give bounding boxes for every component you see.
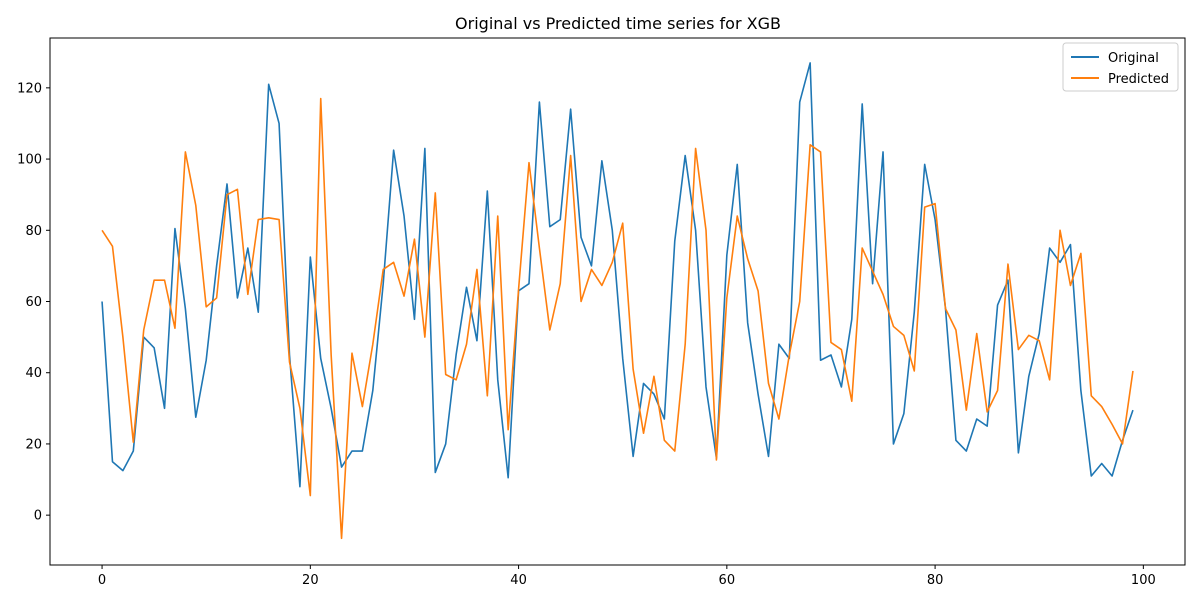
series-line-original <box>101 62 1134 488</box>
x-axis: 0 20 40 60 80 100 <box>98 565 1156 588</box>
plot-lines <box>101 62 1134 540</box>
y-tick-label: 120 <box>17 81 42 96</box>
x-tick-label: 60 <box>719 573 736 588</box>
y-tick-label: 0 <box>34 509 42 524</box>
x-tick-label: 80 <box>927 573 944 588</box>
y-axis: 0 20 40 60 80 100 120 <box>17 81 50 524</box>
y-tick-label: 60 <box>25 295 42 310</box>
x-tick-label: 100 <box>1131 573 1156 588</box>
chart-title: Original vs Predicted time series for XG… <box>455 14 781 33</box>
series-line-predicted <box>101 97 1134 540</box>
legend-label-predicted: Predicted <box>1108 72 1169 87</box>
legend: Original Predicted <box>1062 42 1179 92</box>
x-tick-label: 20 <box>302 573 319 588</box>
y-tick-label: 80 <box>25 224 42 239</box>
x-tick-label: 40 <box>510 573 527 588</box>
y-tick-label: 100 <box>17 153 42 168</box>
y-tick-label: 20 <box>25 437 42 452</box>
y-tick-label: 40 <box>25 366 42 381</box>
legend-label-original: Original <box>1108 51 1159 66</box>
plot-frame <box>49 37 1186 566</box>
x-tick-label: 0 <box>98 573 106 588</box>
